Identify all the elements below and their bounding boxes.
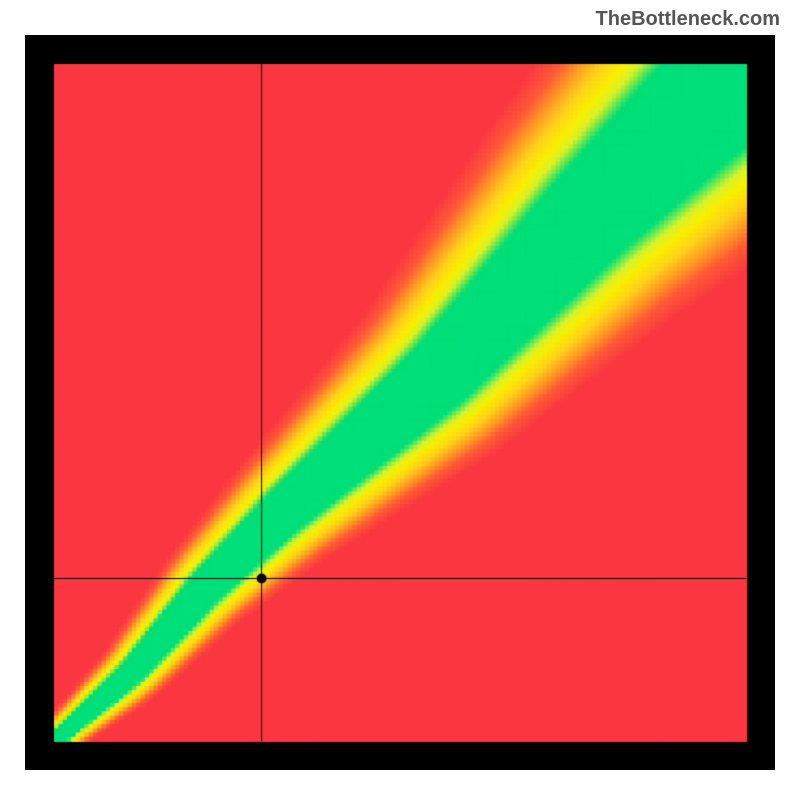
watermark-text: TheBottleneck.com: [596, 8, 780, 31]
chart-container: TheBottleneck.com: [0, 0, 800, 800]
plot-area: [25, 35, 775, 770]
heatmap-canvas: [25, 35, 775, 770]
